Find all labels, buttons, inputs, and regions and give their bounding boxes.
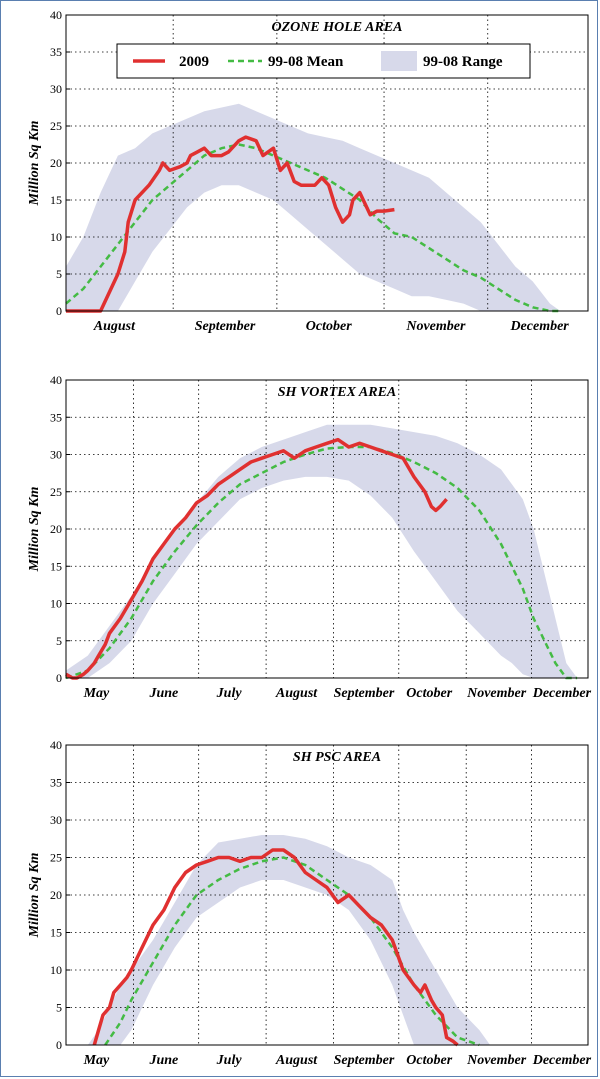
x-month-label: September [195, 319, 256, 334]
y-tick-label: 0 [56, 671, 62, 685]
x-month-label: September [334, 1053, 395, 1068]
y-tick-label: 25 [50, 119, 62, 133]
y-tick-label: 10 [50, 230, 62, 244]
legend-obs-label: 2009 [179, 54, 209, 70]
range-band [66, 424, 578, 678]
y-tick-label: 20 [50, 156, 62, 170]
x-month-label: December [532, 686, 592, 701]
obs-2009-line [65, 437, 448, 680]
mean-line [65, 143, 561, 313]
x-month-label: November [405, 319, 466, 334]
y-tick-label: 20 [50, 888, 62, 902]
y-tick-label: 10 [50, 597, 62, 611]
x-month-label: October [406, 686, 452, 701]
chart-title: SH VORTEX AREA [278, 385, 397, 400]
x-month-label: October [406, 1053, 452, 1068]
y-tick-label: 5 [56, 1001, 62, 1015]
mean-line [104, 856, 480, 1047]
y-tick-label: 0 [56, 1038, 62, 1052]
obs-2009-line [66, 135, 395, 313]
x-month-label: December [509, 319, 569, 334]
y-tick-label: 35 [50, 410, 62, 424]
y-tick-label: 35 [50, 776, 62, 790]
x-month-label: May [83, 1053, 110, 1068]
chart-title: SH PSC AREA [293, 750, 381, 765]
y-tick-label: 30 [50, 813, 62, 827]
x-month-label: July [216, 686, 243, 701]
legend-mean-label: 99-08 Mean [268, 54, 344, 70]
y-tick-label: 10 [50, 963, 62, 977]
range-band [87, 835, 491, 1045]
legend: 2009 99-08 Mean 99-08 Range [116, 43, 531, 79]
legend-box [116, 43, 531, 79]
x-month-label: September [334, 686, 395, 701]
y-tick-label: 40 [50, 738, 62, 752]
x-month-label: June [148, 1053, 178, 1068]
x-month-label: June [148, 686, 178, 701]
y-tick-label: 25 [50, 851, 62, 865]
x-month-label: December [532, 1053, 592, 1068]
legend-range-label: 99-08 Range [423, 54, 503, 70]
y-axis-label: Million Sq Km [27, 120, 42, 206]
x-month-label: May [83, 686, 110, 701]
x-month-label: August [275, 686, 318, 701]
y-tick-label: 35 [50, 45, 62, 59]
y-tick-label: 40 [50, 373, 62, 387]
y-tick-label: 15 [50, 193, 62, 207]
legend-range-swatch [381, 51, 417, 71]
y-tick-label: 30 [50, 82, 62, 96]
x-month-label: July [216, 1053, 243, 1068]
y-tick-label: 15 [50, 559, 62, 573]
x-month-label: November [466, 686, 527, 701]
y-axis-label: Million Sq Km [27, 486, 42, 572]
y-tick-label: 30 [50, 448, 62, 462]
chart-panel-1: 0 5 10 15 20 25 30 35 40 August September October No… [27, 8, 589, 334]
chart-title: OZONE HOLE AREA [272, 20, 403, 35]
x-month-label: August [93, 319, 136, 334]
obs-2009-line [92, 848, 459, 1047]
x-month-label: November [466, 1053, 527, 1068]
y-tick-label: 0 [56, 304, 62, 318]
x-month-label: October [306, 319, 352, 334]
chart-panel-2: 0 5 10 15 20 25 30 35 40 May June July August Septemb… [27, 373, 592, 701]
y-tick-label: 5 [56, 267, 62, 281]
y-tick-label: 25 [50, 485, 62, 499]
y-tick-label: 5 [56, 634, 62, 648]
y-tick-label: 40 [50, 8, 62, 22]
y-tick-label: 20 [50, 522, 62, 536]
y-tick-label: 15 [50, 926, 62, 940]
chart-panel-3: 0 5 10 15 20 25 30 35 40 May June July August Septemb… [27, 738, 592, 1068]
x-month-label: August [275, 1053, 318, 1068]
y-axis-label: Million Sq Km [27, 852, 42, 938]
mean-line [65, 445, 578, 680]
